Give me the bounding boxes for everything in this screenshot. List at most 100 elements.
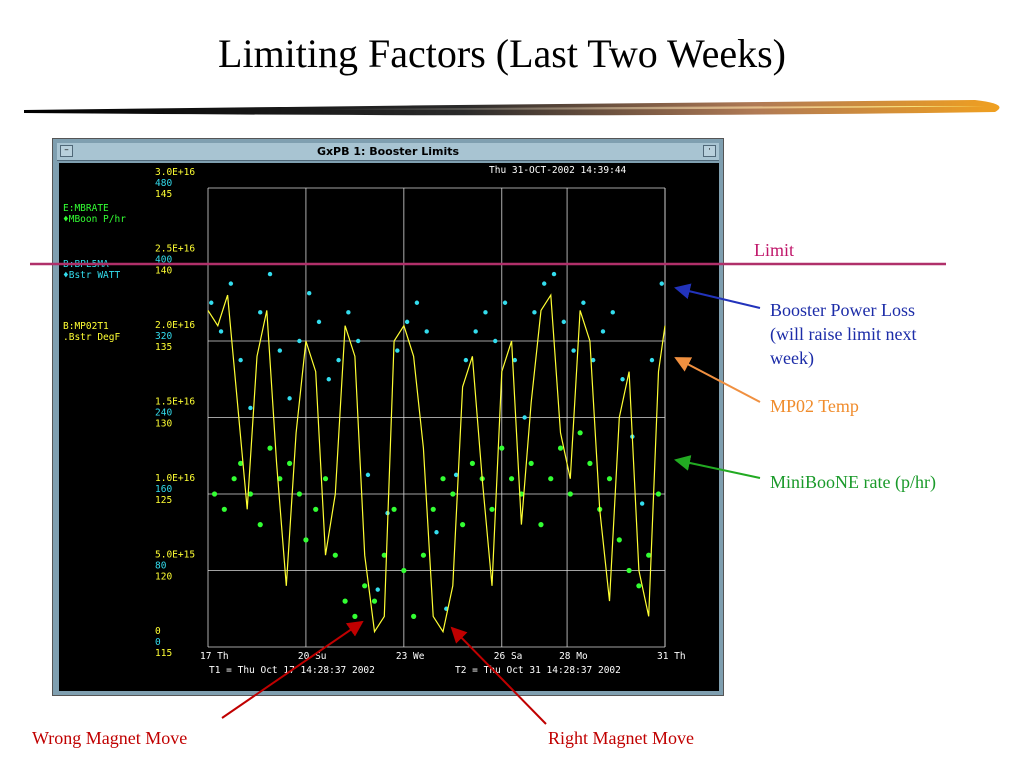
- bpl5ma-point: [463, 357, 469, 363]
- mbrate-point: [247, 491, 254, 497]
- bpl5ma-point: [209, 300, 214, 305]
- bpl5ma-point: [218, 329, 224, 334]
- y-tick-rate: 1.0E+16: [155, 473, 195, 484]
- x-tick-label: 20 Su: [298, 651, 327, 662]
- x-tick-labels: 17 Th 20 Su 23 We 26 Sa 28 Mo 31 Th: [200, 651, 686, 662]
- bpl5ma-point: [336, 357, 341, 363]
- y-tick-rate: 2.0E+16: [155, 320, 195, 331]
- mbrate-point: [606, 476, 613, 482]
- x-tick-label: 17 Th: [200, 651, 229, 662]
- wrong-magnet-move-label: Wrong Magnet Move: [32, 728, 188, 748]
- mbrate-point: [528, 460, 534, 466]
- y-tick-rate: 1.5E+16: [155, 397, 195, 408]
- window-minimize-button[interactable]: ·: [703, 145, 716, 157]
- legend-desc: ♦Bstr WATT: [63, 270, 120, 281]
- y-tick-degf: 115: [155, 648, 172, 659]
- y-tick-watt: 0: [155, 637, 161, 648]
- y-tick-watt: 80: [155, 561, 167, 572]
- mbrate-point: [499, 445, 505, 451]
- bpl5ma-point: [346, 310, 351, 315]
- right-magnet-move-label: Right Magnet Move: [548, 728, 694, 748]
- mbrate-point: [211, 491, 218, 497]
- mbrate-point: [303, 537, 309, 543]
- mbrate-point: [626, 567, 632, 574]
- t1-label: T1 = Thu Oct 17 14:28:37 2002: [209, 665, 375, 676]
- bpl5ma-point: [551, 271, 557, 277]
- bpl5ma-point: [365, 472, 371, 478]
- mbrate-point: [430, 506, 436, 512]
- mbrate-point: [548, 476, 554, 482]
- mbrate-point: [411, 613, 417, 619]
- y-tick-rate: 2.5E+16: [155, 244, 195, 255]
- y-tick-watt: 400: [155, 255, 172, 266]
- mbrate-point: [508, 476, 515, 482]
- bpl5ma-point: [639, 501, 645, 506]
- bpl5ma-point: [267, 271, 273, 277]
- bpl5ma-point: [248, 405, 253, 411]
- legend-desc: ♦MBoon P/hr: [63, 214, 126, 225]
- bpl5ma-point: [600, 329, 606, 334]
- mbrate-point: [342, 598, 348, 604]
- mbrate-point: [257, 522, 263, 528]
- plot-timestamp: Thu 31-OCT-2002 14:39:44: [489, 165, 627, 176]
- y-tick-rate: 3.0E+16: [155, 167, 195, 178]
- series-bpl5ma-points: [209, 271, 664, 611]
- legend-device: B:BPL5MA: [63, 259, 109, 270]
- legend: E:MBRATE♦MBoon P/hr B:BPL5MA♦Bstr WATT B:M…: [63, 203, 126, 343]
- plot-panel: 3.0E+16 480 145 2.5E+16 400 140 2.0E+16 320 135 1…: [59, 163, 719, 691]
- mbrate-point: [221, 506, 227, 512]
- mbrate-point: [440, 476, 446, 482]
- bpl5ma-point: [287, 396, 292, 401]
- mbrate-point: [460, 522, 466, 528]
- booster-power-loss-label: Booster Power Loss (will raise limit nex…: [770, 298, 980, 370]
- mbrate-point: [231, 476, 237, 482]
- mbrate-point: [646, 552, 652, 558]
- y-tick-rate: 5.0E+15: [155, 550, 195, 561]
- y-tick-watt: 240: [155, 408, 172, 419]
- window-titlebar[interactable]: – GxPB 1: Booster Limits ·: [57, 143, 719, 161]
- miniboone-rate-label: MiniBooNE rate (p/hr): [770, 472, 936, 492]
- y-tick-watt: 480: [155, 178, 172, 189]
- mbrate-point: [655, 491, 662, 497]
- y-tick-watt: 160: [155, 484, 172, 495]
- bpl5ma-point: [424, 329, 429, 334]
- mp02-temp-label: MP02 Temp: [770, 396, 859, 416]
- mbrate-point: [381, 552, 387, 558]
- mbrate-point: [391, 506, 397, 512]
- bpl5ma-point: [238, 357, 243, 363]
- mbrate-point: [352, 613, 358, 619]
- bpl5ma-point: [581, 300, 586, 305]
- mbrate-point: [636, 583, 642, 589]
- window-menu-button[interactable]: –: [60, 145, 73, 157]
- mbrate-point: [450, 491, 456, 497]
- bpl5ma-point: [493, 338, 498, 344]
- bpl5ma-point: [228, 281, 234, 286]
- mbrate-point: [322, 476, 329, 482]
- bpl5ma-point: [306, 290, 312, 296]
- t2-label: T2 = Thu Oct 31 14:28:37 2002: [455, 665, 621, 676]
- y-tick-degf: 125: [155, 495, 172, 506]
- bpl5ma-point: [610, 310, 615, 315]
- bpl5ma-point: [395, 348, 400, 353]
- bpl5ma-point: [473, 329, 478, 334]
- bpl5ma-point: [659, 281, 664, 286]
- bpl5ma-point: [522, 415, 527, 420]
- mbrate-point: [296, 491, 302, 497]
- legend-desc: .Bstr DegF: [63, 332, 120, 343]
- plot-grid: [207, 187, 666, 648]
- bpl5ma-point: [375, 587, 380, 592]
- bpl5ma-point: [532, 310, 537, 315]
- bpl5ma-point: [512, 357, 518, 363]
- mbrate-point: [577, 430, 583, 436]
- bpl5ma-point: [561, 319, 567, 325]
- mbrate-point: [332, 552, 338, 558]
- mbrate-point: [538, 522, 544, 528]
- y-tick-degf: 140: [155, 266, 172, 277]
- bpl5ma-point: [434, 530, 439, 535]
- booster-power-loss-line-1: Booster Power Loss: [770, 300, 915, 320]
- mbrate-point: [567, 491, 573, 497]
- window-title: GxPB 1: Booster Limits: [316, 145, 460, 158]
- y-tick-degf: 130: [155, 419, 172, 430]
